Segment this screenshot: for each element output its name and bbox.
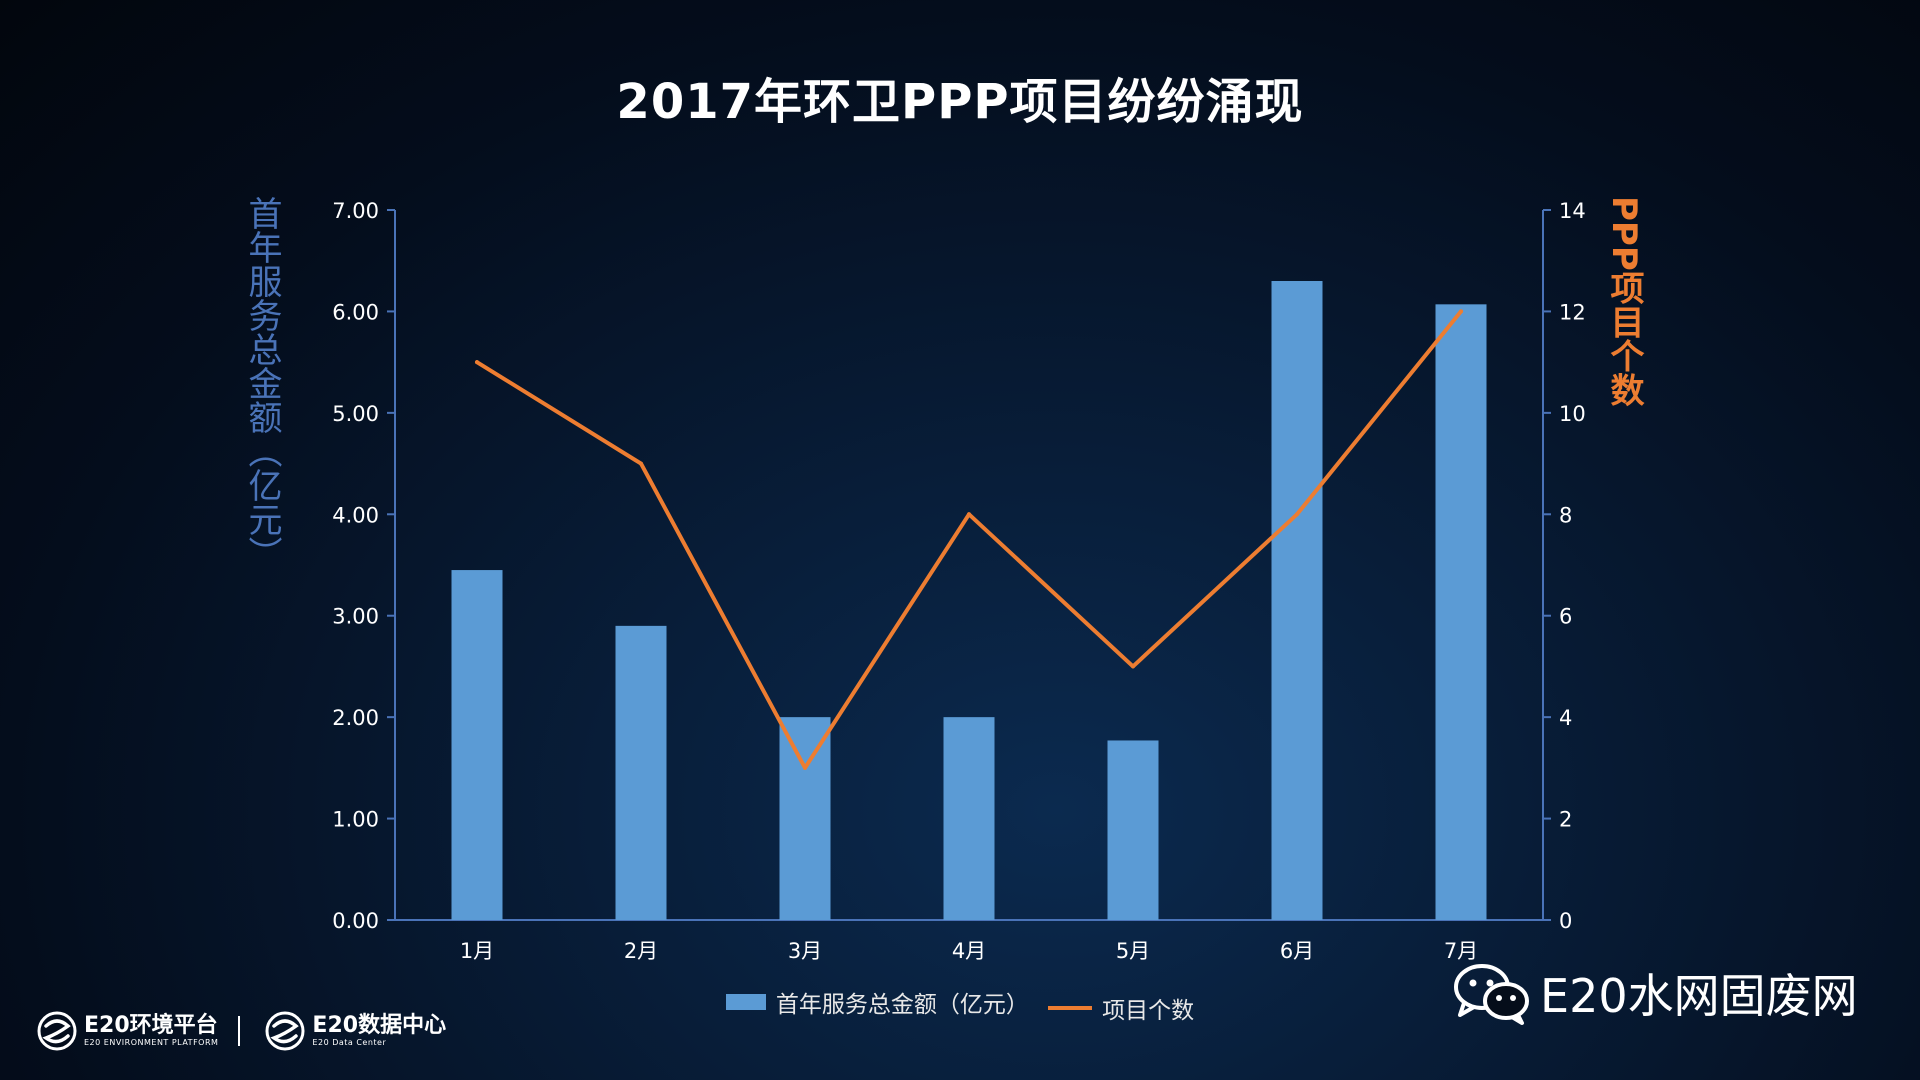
line-point: [1131, 664, 1135, 669]
bar: [615, 625, 667, 920]
y-left-tick-label: 2.00: [332, 706, 379, 730]
chart-title: 2017年环卫PPP项目纷纷涌现: [616, 74, 1304, 130]
logo1-main-text: E20环境平台: [84, 1013, 218, 1038]
y-right-tick-label: 14: [1559, 199, 1586, 223]
wechat-icon: [1454, 964, 1529, 1025]
x-tick-label: 6月: [1280, 939, 1314, 963]
watermark-brand: E20水网固废网: [1540, 969, 1858, 1023]
x-tick-label: 3月: [788, 939, 822, 963]
bar-series: [451, 281, 1487, 920]
logo1-sub-text: E20 ENVIRONMENT PLATFORM: [84, 1038, 219, 1047]
y-right-tick-label: 6: [1559, 605, 1572, 629]
y-left-tick-label: 0.00: [332, 909, 379, 933]
line-series: [475, 309, 1463, 770]
line-point: [1459, 309, 1463, 314]
legend-label-count: 项目个数: [1102, 998, 1195, 1024]
y-left-tick-label: 5.00: [332, 402, 379, 426]
logo-divider: [238, 1016, 241, 1046]
y-right-tick-label: 10: [1559, 402, 1586, 426]
line-point: [803, 765, 807, 770]
y-right-tick-label: 8: [1559, 503, 1572, 527]
legend: 首年服务总金额（亿元） 项目个数: [0, 985, 1920, 1025]
y-right-tick-label: 2: [1559, 808, 1572, 832]
e20-platform-logo: E20环境平台 E20 ENVIRONMENT PLATFORM: [36, 1010, 218, 1052]
legend-label-amount: 首年服务总金额（亿元）: [775, 992, 1029, 1018]
tick-labels: 0.00 1.00 2.00 3.00 4.00 5.00 6.00 7.00 0 2 4 6 8 10 1…: [332, 199, 1586, 963]
line-point: [475, 360, 479, 365]
x-tick-label: 7月: [1444, 939, 1478, 963]
x-tick-label: 4月: [952, 939, 986, 963]
y-left-tick-label: 7.00: [332, 199, 379, 223]
bar: [1107, 740, 1159, 920]
logo2-main-text: E20数据中心: [312, 1013, 447, 1038]
bar: [1435, 304, 1487, 920]
bar: [943, 717, 995, 920]
legend-bar-swatch: [725, 994, 766, 1010]
y-right-tick-label: 12: [1559, 300, 1586, 324]
logo2-sub-text: E20 Data Center: [312, 1038, 387, 1047]
x-tick-label: 5月: [1116, 939, 1150, 963]
y-left-tick-label: 6.00: [332, 300, 379, 324]
bar: [779, 717, 831, 920]
footer-logos: E20环境平台 E20 ENVIRONMENT PLATFORM E20数据中心…: [36, 1010, 446, 1052]
y-axis-left-label: 首年服务总金额（亿元）: [242, 196, 282, 570]
legend-item-amount: 首年服务总金额（亿元）: [725, 985, 1029, 1019]
y-axis-right-label: PPP项目个数: [1604, 196, 1644, 407]
y-left-tick-label: 4.00: [332, 503, 379, 527]
watermark: E20水网固废网: [1452, 960, 1858, 1026]
e20-swirl-icon: [37, 1011, 77, 1051]
e20-swirl-icon: [265, 1011, 305, 1051]
x-tick-label: 2月: [624, 939, 658, 963]
y-left-tick-label: 3.00: [332, 605, 379, 629]
x-tick-label: 1月: [460, 939, 494, 963]
y-right-tick-label: 4: [1559, 706, 1572, 730]
line-point: [639, 461, 643, 466]
y-right-tick-label: 0: [1559, 909, 1572, 933]
bar: [1271, 281, 1323, 920]
line-point: [1295, 512, 1299, 517]
legend-line-swatch: [1048, 1006, 1093, 1010]
legend-item-count: 项目个数: [1048, 991, 1194, 1025]
y-left-tick-label: 1.00: [332, 808, 379, 832]
e20-data-center-logo: E20数据中心 E20 Data Center: [264, 1010, 446, 1052]
bar: [451, 570, 503, 920]
line-point: [967, 512, 971, 517]
